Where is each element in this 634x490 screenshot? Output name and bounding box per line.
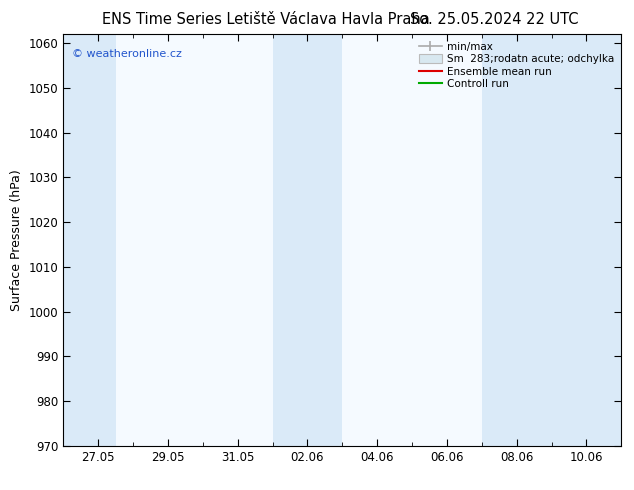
Text: ENS Time Series Letiště Václava Havla Praha: ENS Time Series Letiště Václava Havla Pr… — [103, 12, 430, 27]
Bar — [482, 34, 621, 446]
Y-axis label: Surface Pressure (hPa): Surface Pressure (hPa) — [10, 169, 23, 311]
Text: So. 25.05.2024 22 UTC: So. 25.05.2024 22 UTC — [410, 12, 579, 27]
Legend: min/max, Sm  283;rodatn acute; odchylka, Ensemble mean run, Controll run: min/max, Sm 283;rodatn acute; odchylka, … — [417, 40, 616, 92]
Bar — [63, 34, 115, 446]
Bar — [273, 34, 342, 446]
Text: © weatheronline.cz: © weatheronline.cz — [72, 49, 182, 59]
